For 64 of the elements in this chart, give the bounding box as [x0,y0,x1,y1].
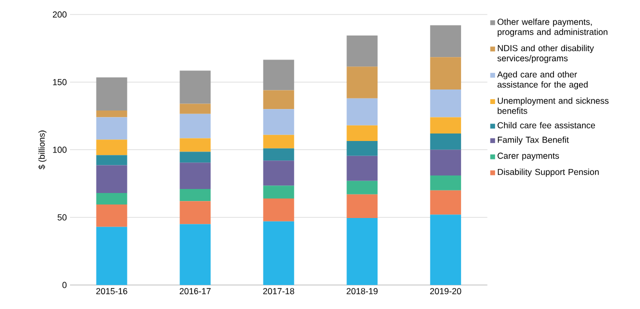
bar [430,57,462,90]
bar [263,221,294,285]
bar [180,104,211,114]
x-tick-label: 2017-18 [263,288,294,294]
y-tick-label: 150 [53,78,67,86]
bar [96,155,128,166]
bar [96,226,128,285]
bar [430,25,462,58]
y-tick-label: 50 [58,214,67,220]
bar [346,194,378,218]
y-tick-label: 0 [62,282,67,288]
bar [430,117,462,134]
bar [346,140,378,156]
legend-label: Aged care and other assistance for the aged [497,71,588,90]
bar [346,66,378,98]
legend-label: NDIS and other disability services/programs [497,44,594,63]
legend-label: Disability Support Pension [498,168,599,177]
x-tick-label: 2018-19 [346,288,378,294]
bar [346,125,378,141]
bar [263,186,294,198]
legend-label: Child care fee assistance [498,122,596,128]
bar [180,224,211,285]
bar [263,134,294,148]
bar [346,156,378,181]
bar [430,190,462,215]
bar [180,70,211,104]
bar [96,117,128,140]
bar [430,175,462,190]
legend-label: Other welfare payments, programs and administration [498,18,608,37]
bar [430,150,462,176]
bar [96,165,128,193]
x-tick-label: 2019-20 [430,288,462,294]
bar [180,188,211,202]
bar [180,114,211,138]
bar [180,138,211,152]
bar [263,60,294,90]
bar [346,180,378,194]
bar [263,90,294,110]
x-tick-label: 2016-17 [180,288,211,294]
legend-label: Carer payments [498,152,559,160]
bar [180,162,211,189]
bar [96,192,128,204]
bar [96,140,128,156]
bar [346,98,378,126]
bar [346,35,378,66]
bar [430,133,462,150]
bar [430,89,462,118]
y-tick-label: 200 [52,11,67,18]
bar [263,148,294,160]
bar [263,109,294,135]
y-tick-label: 100 [53,146,67,153]
bar [96,77,128,110]
x-tick-label: 2015-16 [96,288,128,294]
bar [96,204,128,227]
bar [96,110,128,118]
bar [263,160,294,186]
bar [346,218,378,285]
bar [180,152,211,163]
bar [263,198,294,222]
legend-label: Unemployment and sickness benefits [498,97,609,114]
bar [430,214,462,285]
bar [180,201,211,224]
y-axis-title: $ (billions) [38,130,46,170]
legend-label: Family Tax Benefit [498,136,569,144]
